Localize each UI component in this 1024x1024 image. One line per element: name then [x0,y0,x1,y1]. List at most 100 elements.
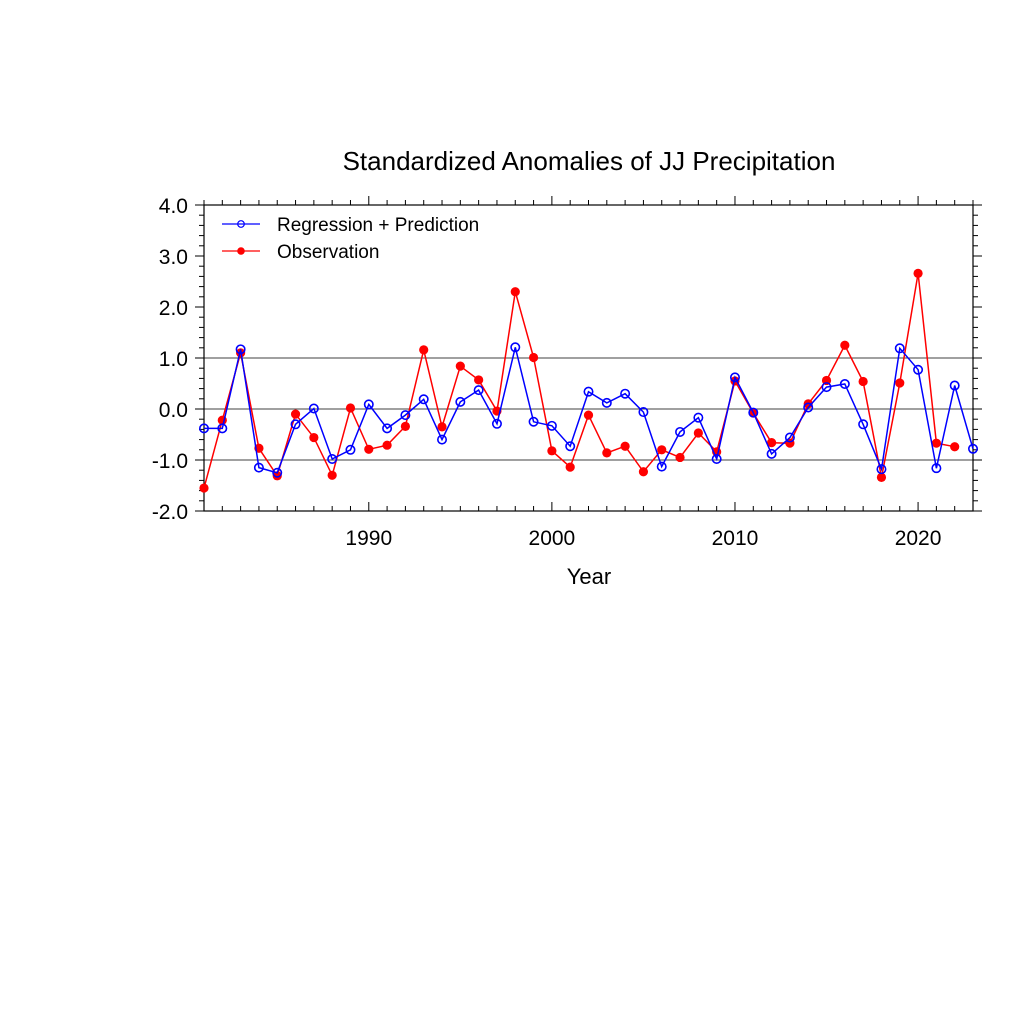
y-tick-label: -2.0 [152,501,188,524]
data-point [327,453,338,464]
data-point [657,445,667,455]
data-point [913,364,924,375]
data-point [638,407,649,418]
series-line [203,273,955,489]
series-regression-prediction [199,342,978,478]
data-point [620,441,630,451]
series-layer [199,268,978,493]
data-point [931,463,942,474]
reference-lines [204,357,973,461]
y-tick-label: 4.0 [159,195,188,218]
x-tick-label: 2010 [712,527,759,550]
y-tick-label: 0.0 [159,399,188,422]
data-point [638,467,649,477]
data-point [931,438,941,448]
legend-marker [237,247,245,255]
data-point [895,378,905,388]
legend-item: Regression + Prediction [222,215,479,236]
data-point [437,434,448,445]
series-line [204,346,974,474]
data-point [510,342,521,353]
data-point [675,426,686,437]
x-tick-label: 2020 [895,527,942,550]
data-point [400,421,411,431]
data-point [272,467,283,478]
data-point [565,441,576,452]
data-point [840,340,850,350]
data-point [345,444,356,455]
legend-label: Observation [277,242,379,263]
data-point [547,446,557,456]
y-tick-label: 2.0 [159,297,188,320]
legend: Regression + Prediction Observation [222,215,479,263]
chart-title: Standardized Anomalies of JJ Precipitati… [343,146,836,176]
data-point [675,452,685,463]
data-point [363,399,374,410]
data-point [546,420,557,431]
data-point [491,418,502,429]
data-point [803,402,814,413]
y-tick-label: 3.0 [159,246,188,269]
data-point [601,397,612,408]
data-point [290,409,301,419]
data-point [510,287,520,297]
data-point [565,462,575,472]
data-point [309,432,319,443]
data-point [327,470,337,480]
series-observation [199,268,960,493]
data-point [967,443,978,454]
data-point [455,396,466,407]
data-point [913,268,923,278]
data-point [308,403,319,414]
data-point [290,419,301,430]
legend-item: Observation [222,242,379,263]
data-point [583,386,594,397]
data-point [858,419,869,430]
data-point [528,352,539,363]
y-tick-label: 1.0 [159,348,188,371]
data-point [364,444,374,454]
x-tick-label: 2000 [529,527,576,550]
data-point [382,423,393,434]
data-point [437,422,447,432]
y-tick-label: -1.0 [152,450,188,473]
data-point [455,361,465,371]
legend-label: Regression + Prediction [277,215,479,236]
data-point [253,462,264,473]
data-point [528,416,539,427]
data-point [821,382,832,393]
data-point [894,343,905,354]
data-point [473,385,484,396]
axis-ticks [195,196,982,512]
data-point [400,410,411,421]
data-point [382,440,392,450]
data-point [839,379,850,390]
data-point [419,345,429,355]
data-point [766,438,777,448]
x-tick-label: 1990 [345,527,392,550]
data-point [418,394,429,405]
data-point [858,376,868,387]
data-point [711,453,722,464]
data-point [217,423,228,434]
x-axis-label: Year [567,564,611,589]
data-point [602,448,612,458]
data-point [876,472,887,482]
data-point [272,471,282,481]
data-point [199,423,210,434]
data-point [474,375,484,385]
legend-marker [237,220,245,228]
data-point [693,428,703,438]
data-point [345,403,356,413]
data-point [235,344,246,355]
data-point [620,388,631,399]
data-point [656,461,667,472]
data-point [729,372,740,383]
data-point [766,448,777,459]
data-point [693,412,704,423]
data-point [199,483,209,493]
axis-tick-labels: 1990 2000 2010 2020 -2.0 -1.0 0.0 1.0 2.0 3.0 4.0 [152,195,942,550]
data-point [876,464,887,475]
data-point [949,380,960,391]
